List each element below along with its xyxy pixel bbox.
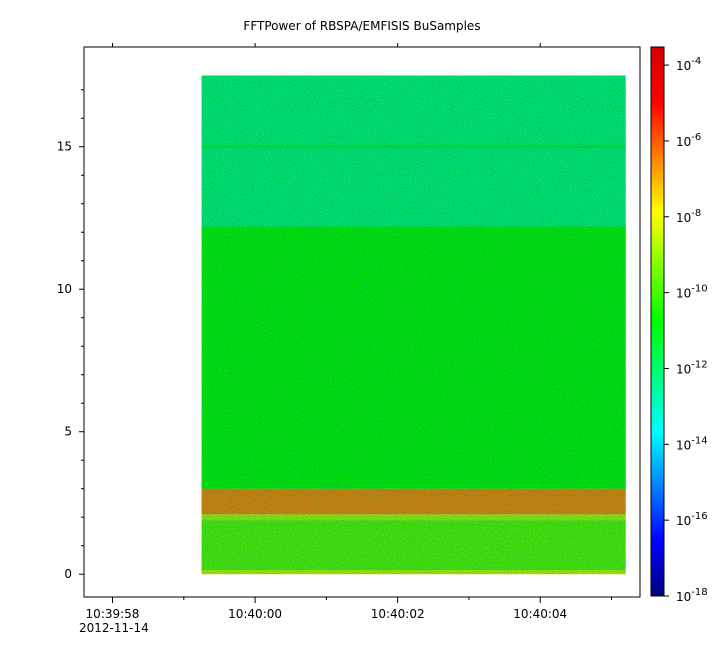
colorbar-tick-label: 10-4 bbox=[676, 56, 701, 73]
x-tick-label: 10:40:02 bbox=[371, 607, 425, 621]
x-tick-label: 10:39:58 bbox=[86, 607, 140, 621]
spectrogram-heatmap bbox=[201, 75, 626, 575]
colorbar-ticks: 10-4 10-6 10-8 10-10 10-12 10-14 10-16 10-18 bbox=[664, 56, 708, 604]
colorbar-tick-label: 10-12 bbox=[676, 359, 708, 376]
colorbar-tick-label: 10-16 bbox=[676, 511, 708, 528]
y-tick-label: 5 bbox=[64, 425, 72, 439]
colorbar-tick-label: 10-14 bbox=[676, 435, 708, 452]
colorbar-tick-label: 10-18 bbox=[676, 587, 708, 604]
chart-title: FFTPower of RBSPA/EMFISIS BuSamples bbox=[243, 19, 480, 33]
colorbar-tick-label: 10-8 bbox=[676, 208, 701, 225]
y-tick-label: 0 bbox=[64, 567, 72, 581]
colorbar-tick-label: 10-6 bbox=[676, 132, 701, 149]
y-tick-label: 10 bbox=[57, 282, 72, 296]
date-label: 2012-11-14 bbox=[79, 621, 149, 635]
y-tick-label: 15 bbox=[57, 140, 72, 154]
y-axis: 0 5 10 15 bbox=[57, 89, 84, 581]
colorbar-tick-label: 10-10 bbox=[676, 284, 708, 301]
x-tick-label: 10:40:04 bbox=[513, 607, 567, 621]
x-tick-label: 10:40:00 bbox=[228, 607, 282, 621]
x-axis: 10:39:58 10:40:00 10:40:02 10:40:04 bbox=[86, 43, 612, 621]
spectrogram-texture bbox=[201, 75, 626, 575]
colorbar bbox=[650, 46, 665, 597]
